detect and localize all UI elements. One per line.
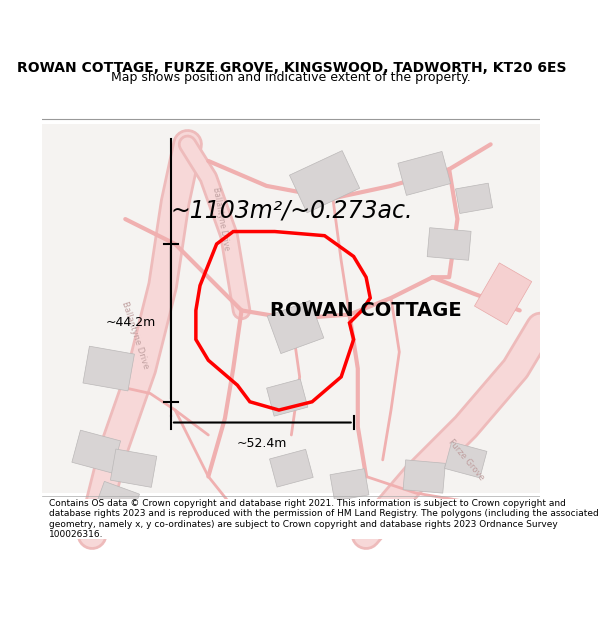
FancyBboxPatch shape xyxy=(330,469,369,501)
FancyBboxPatch shape xyxy=(269,449,313,487)
FancyBboxPatch shape xyxy=(398,151,451,196)
Text: Ballantyne Drive: Ballantyne Drive xyxy=(211,187,231,251)
Text: Contains OS data © Crown copyright and database right 2021. This information is : Contains OS data © Crown copyright and d… xyxy=(49,499,599,539)
Text: ~1103m²/~0.273ac.: ~1103m²/~0.273ac. xyxy=(170,199,413,222)
Text: ROWAN COTTAGE: ROWAN COTTAGE xyxy=(270,301,462,320)
FancyBboxPatch shape xyxy=(427,228,471,260)
FancyBboxPatch shape xyxy=(403,460,445,493)
Text: Furze Grove: Furze Grove xyxy=(446,438,485,483)
FancyBboxPatch shape xyxy=(445,442,487,478)
Text: ~44.2m: ~44.2m xyxy=(106,316,156,329)
FancyBboxPatch shape xyxy=(110,449,157,488)
FancyBboxPatch shape xyxy=(289,151,359,213)
Bar xyxy=(42,124,541,493)
FancyBboxPatch shape xyxy=(94,481,140,521)
Text: ROWAN COTTAGE, FURZE GROVE, KINGSWOOD, TADWORTH, KT20 6ES: ROWAN COTTAGE, FURZE GROVE, KINGSWOOD, T… xyxy=(17,61,566,76)
Text: Ballantyne Drive: Ballantyne Drive xyxy=(120,301,151,370)
FancyBboxPatch shape xyxy=(455,183,493,214)
FancyBboxPatch shape xyxy=(83,346,134,391)
FancyBboxPatch shape xyxy=(475,263,532,325)
FancyBboxPatch shape xyxy=(266,379,308,416)
FancyBboxPatch shape xyxy=(151,502,191,534)
FancyBboxPatch shape xyxy=(72,430,121,473)
Text: ~52.4m: ~52.4m xyxy=(237,438,287,451)
Text: Map shows position and indicative extent of the property.: Map shows position and indicative extent… xyxy=(112,71,471,84)
FancyBboxPatch shape xyxy=(267,301,324,354)
